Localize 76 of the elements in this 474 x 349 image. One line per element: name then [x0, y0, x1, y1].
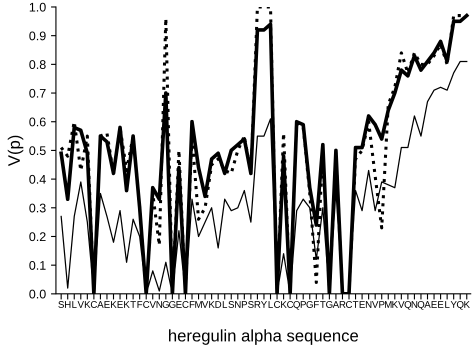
x-tick-label: G [326, 301, 332, 308]
x-tick-label: T [130, 301, 136, 308]
x-tick-label: P [379, 301, 384, 308]
y-tick-label: 0.1 [29, 260, 46, 270]
x-tick-label: K [281, 301, 287, 308]
x-tick-label: G [162, 301, 169, 308]
x-tick-label: Y [450, 301, 457, 308]
x-tick-label: V [78, 301, 84, 308]
y-tick-label: 0.7 [29, 88, 46, 98]
x-tick-label: V [150, 301, 156, 308]
x-tick-label: A [97, 301, 104, 308]
x-tick-label: C [287, 301, 294, 308]
x-tick-label: C [182, 301, 189, 308]
x-tick-label: C [90, 301, 98, 308]
x-tick-label: L [222, 301, 228, 308]
x-tick-label: Q [293, 301, 300, 310]
x-tick-label: Q [456, 301, 464, 310]
x-tick-label: D [215, 301, 222, 308]
x-tick-label: S [248, 301, 254, 308]
x-tick-label: L [445, 301, 450, 308]
x-tick-label: K [392, 301, 398, 308]
x-tick-label: L [72, 301, 77, 308]
x-tick-label: S [58, 301, 64, 308]
x-tick-label: G [306, 301, 313, 308]
x-tick-label: Y [260, 301, 267, 308]
y-tick-label: 0.2 [29, 232, 46, 242]
x-tick-label: K [209, 301, 215, 308]
y-tick-label: 0.5 [29, 146, 46, 156]
x-tick-label: H [64, 301, 70, 308]
x-tick-label: V [372, 301, 378, 308]
x-tick-label: E [432, 301, 437, 308]
x-tick-label: T [320, 301, 326, 308]
x-tick-label: K [464, 301, 470, 308]
x-tick-label: P [300, 301, 306, 308]
x-tick-label: Q [404, 301, 412, 310]
x-tick-label: V [398, 301, 405, 308]
x-tick-label: N [412, 301, 418, 308]
x-tick-label: E [118, 301, 123, 308]
x-tick-label: N [156, 301, 162, 308]
x-axis-title: heregulin alpha sequence [169, 329, 358, 345]
x-tick-label: N [235, 301, 241, 308]
x-tick-label: P [242, 301, 248, 308]
x-tick-label: E [360, 301, 365, 308]
y-tick-label: 0.9 [29, 31, 46, 40]
y-tick-label: 0.8 [29, 60, 46, 70]
x-tick-label: K [84, 301, 90, 308]
x-tick-label: K [111, 301, 117, 308]
x-tick-label: R [254, 301, 260, 308]
x-tick-label: C [274, 301, 280, 308]
x-tick-label: N [366, 301, 372, 308]
x-tick-label: F [137, 301, 142, 308]
x-tick-label: K [124, 301, 130, 308]
x-tick-label: F [314, 301, 319, 308]
x-tick-label: E [438, 301, 444, 308]
x-tick-label: E [104, 301, 110, 308]
x-tick-label: L [268, 301, 273, 308]
y-tick-label: 0.0 [29, 290, 46, 299]
y-tick-label: 0.6 [29, 118, 46, 126]
x-tick-label: C [143, 301, 150, 308]
x-tick-label: E [176, 301, 182, 308]
x-tick-label: M [385, 301, 392, 308]
y-tick-label: 1.0 [30, 2, 46, 12]
x-tick-label: A [332, 301, 340, 308]
x-tick-label: F [190, 301, 195, 308]
x-tick-label: G [169, 301, 176, 308]
x-tick-label: M [195, 301, 202, 308]
y-axis-title: V(p) [8, 136, 24, 166]
x-tick-label: V [202, 301, 208, 308]
x-tick-label: T [352, 301, 358, 308]
x-tick-label: A [424, 301, 431, 308]
y-tick-label: 0.3 [29, 204, 46, 212]
y-tick-label: 0.4 [29, 174, 46, 184]
x-tick-label: Q [418, 301, 424, 310]
x-tick-label: C [346, 301, 352, 308]
x-tick-label: S [228, 301, 234, 308]
x-tick-label: R [340, 301, 346, 308]
